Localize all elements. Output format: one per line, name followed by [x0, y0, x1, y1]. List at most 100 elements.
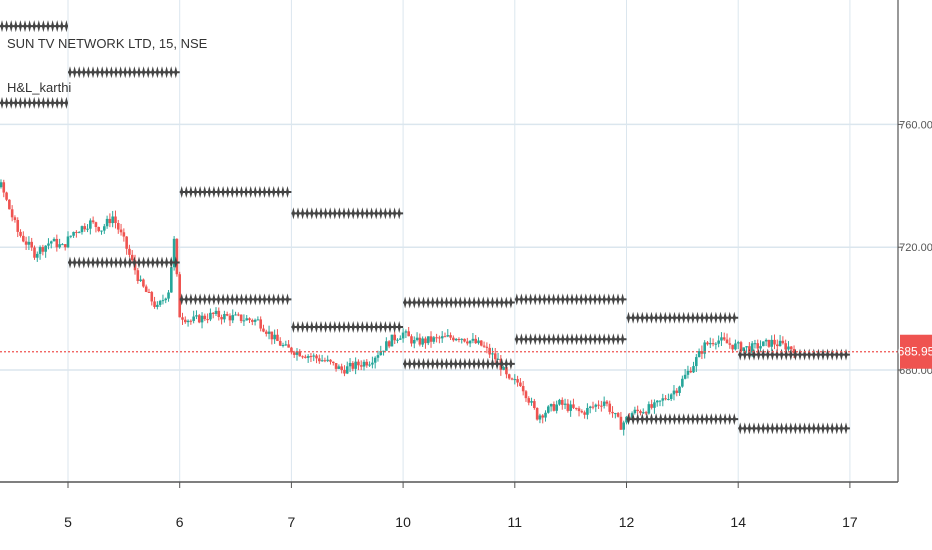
- candle: [234, 311, 237, 316]
- indicator-name: H&L_karthi: [7, 80, 71, 95]
- candle: [13, 215, 17, 223]
- candle: [706, 341, 709, 346]
- candle: [655, 399, 659, 407]
- candle: [644, 410, 648, 416]
- candle: [563, 398, 567, 410]
- candle: [466, 337, 469, 346]
- candle: [463, 338, 466, 343]
- candle: [471, 332, 475, 344]
- candle: [142, 278, 145, 288]
- candle: [172, 236, 176, 271]
- candle: [89, 218, 92, 235]
- candle: [320, 354, 324, 362]
- candle: [792, 345, 796, 359]
- candle: [558, 398, 561, 406]
- candle: [359, 360, 363, 371]
- candle: [399, 335, 402, 340]
- candle: [211, 312, 215, 319]
- price-axis[interactable]: [898, 0, 932, 482]
- candle: [69, 235, 73, 239]
- candle: [24, 236, 28, 250]
- candle: [385, 337, 388, 351]
- candle: [555, 400, 558, 414]
- time-tick-label: 10: [395, 514, 411, 530]
- candle: [775, 339, 779, 351]
- time-tick-label: 11: [508, 514, 523, 530]
- candle: [745, 346, 748, 353]
- candle: [759, 340, 762, 353]
- candle: [128, 244, 131, 258]
- candle: [474, 334, 478, 345]
- candlestick-series: [0, 179, 796, 436]
- candle: [147, 288, 151, 293]
- candle: [348, 358, 352, 373]
- time-tick-label: 17: [842, 514, 858, 530]
- candle: [105, 215, 109, 229]
- candle: [323, 357, 327, 363]
- candle: [541, 414, 545, 424]
- candle: [594, 403, 598, 412]
- candle: [195, 310, 198, 320]
- candle: [435, 333, 438, 343]
- candle: [27, 236, 31, 250]
- candle: [418, 333, 422, 347]
- time-tick-label: 6: [176, 514, 184, 530]
- candle: [686, 365, 690, 379]
- candle: [493, 347, 497, 364]
- time-tick-label: 12: [619, 514, 635, 530]
- level-marker-row: [68, 66, 180, 79]
- candle: [477, 337, 480, 345]
- candle: [460, 338, 464, 344]
- time-axis-labels[interactable]: 5 6 7 10 11 12 14 17: [64, 482, 858, 530]
- candle: [636, 405, 639, 415]
- candle: [66, 231, 70, 249]
- candle: [175, 238, 179, 277]
- candle: [753, 339, 757, 349]
- candle: [404, 329, 408, 338]
- candle: [778, 334, 782, 347]
- level-marker-row: [0, 20, 68, 33]
- candle: [267, 325, 271, 340]
- candle: [304, 354, 307, 359]
- candle: [63, 244, 67, 251]
- candle: [287, 340, 290, 348]
- candle: [720, 332, 723, 346]
- candle: [446, 329, 450, 338]
- candle: [144, 284, 148, 293]
- candle: [717, 335, 720, 348]
- candle: [533, 398, 536, 410]
- candle: [100, 230, 103, 235]
- candle: [315, 353, 318, 364]
- level-marker-row: [291, 207, 404, 220]
- level-marker-row: [291, 321, 404, 334]
- candle: [524, 390, 528, 402]
- level-marker-row: [179, 185, 292, 198]
- candle: [220, 314, 223, 325]
- candle: [773, 334, 776, 350]
- candle: [77, 231, 81, 234]
- candle: [784, 339, 787, 353]
- candle: [35, 251, 39, 262]
- candle: [139, 275, 142, 282]
- level-marker-row: [626, 413, 739, 426]
- candle: [664, 395, 667, 401]
- candle: [390, 334, 394, 347]
- candle: [767, 339, 771, 348]
- candle: [764, 338, 768, 347]
- candle: [116, 219, 120, 234]
- candle: [192, 310, 195, 324]
- candle: [535, 407, 539, 421]
- candle: [697, 348, 701, 358]
- candle: [167, 290, 170, 302]
- candle: [91, 216, 95, 224]
- candle: [681, 375, 684, 388]
- candle: [206, 313, 209, 324]
- candle: [119, 223, 123, 236]
- candle: [396, 338, 399, 344]
- level-marker-row: [514, 333, 627, 346]
- candle: [58, 238, 61, 249]
- candle: [122, 228, 126, 242]
- candle: [527, 396, 531, 406]
- candle: [443, 332, 447, 338]
